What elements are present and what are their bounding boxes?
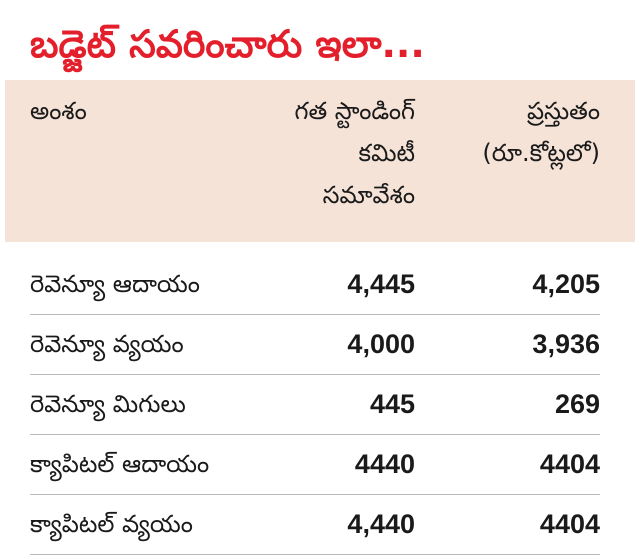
table-row: క్యాపిటల్ ఆదాయం 4440 4404	[0, 435, 640, 495]
table-row: రెవెన్యూ వ్యయం 4,000 3,936	[0, 315, 640, 375]
row-previous-value: 4,000	[347, 329, 415, 359]
row-previous-value: 4,440	[347, 509, 415, 539]
table-row: రెవెన్యూ మిగులు 445 269	[0, 375, 640, 435]
row-divider	[30, 314, 600, 315]
row-previous-value: 4440	[354, 449, 415, 479]
row-current-value: 4404	[539, 509, 600, 539]
row-label: క్యాపిటల్ ఆదాయం	[30, 450, 210, 478]
column-header-current-line-2: (రూ.కోట్లలో)	[482, 139, 600, 167]
row-divider	[30, 374, 600, 375]
row-divider	[30, 434, 600, 435]
row-label: క్యాపిటల్ వ్యయం	[30, 510, 193, 538]
row-label: రెవెన్యూ ఆదాయం	[30, 270, 200, 298]
row-previous-value: 4,445	[347, 269, 415, 299]
row-current-value: 3,936	[532, 329, 600, 359]
column-header-previous-line-2: కమిటీ	[358, 139, 415, 167]
column-header-previous: గత స్టాండింగ్ కమిటీ సమావేశం	[294, 90, 415, 216]
column-header-current: ప్రస్తుతం (రూ.కోట్లలో)	[482, 90, 600, 174]
row-divider	[30, 494, 600, 495]
row-current-value: 269	[554, 389, 600, 419]
column-header-previous-line-3: సమావేశం	[322, 181, 415, 209]
table-row: క్యాపిటల్ వ్యయం 4,440 4404	[0, 495, 640, 555]
row-divider	[30, 554, 600, 555]
table-row: రెవెన్యూ ఆదాయం 4,445 4,205	[0, 255, 640, 315]
table-header-background	[5, 80, 635, 242]
row-label: రెవెన్యూ వ్యయం	[30, 330, 184, 358]
row-previous-value: 445	[369, 389, 415, 419]
row-label: రెవెన్యూ మిగులు	[30, 390, 186, 418]
row-current-value: 4,205	[532, 269, 600, 299]
table-body: రెవెన్యూ ఆదాయం 4,445 4,205 రెవెన్యూ వ్యయ…	[0, 255, 640, 555]
column-header-current-line-1: ప్రస్తుతం	[526, 97, 600, 125]
column-header-item: అంశం	[30, 90, 87, 132]
row-current-value: 4404	[539, 449, 600, 479]
column-header-previous-line-1: గత స్టాండింగ్	[294, 97, 415, 125]
column-header-item-label: అంశం	[30, 97, 87, 125]
table-title: బడ్జెట్ సవరించారు ఇలా...	[30, 22, 425, 66]
